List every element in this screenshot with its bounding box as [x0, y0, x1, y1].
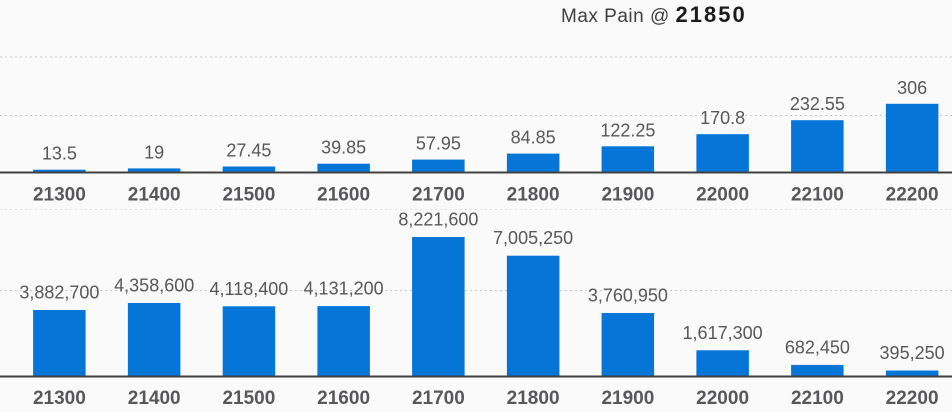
svg-text:22100: 22100	[791, 388, 844, 409]
svg-text:4,358,600: 4,358,600	[114, 276, 194, 296]
svg-text:21400: 21400	[128, 388, 181, 409]
svg-text:21800: 21800	[507, 184, 560, 205]
svg-text:84.85: 84.85	[511, 128, 556, 148]
svg-text:21600: 21600	[317, 388, 370, 409]
svg-text:39.85: 39.85	[321, 138, 366, 158]
svg-text:21600: 21600	[317, 184, 370, 205]
svg-text:7,005,250: 7,005,250	[493, 228, 573, 248]
svg-text:21500: 21500	[222, 184, 275, 205]
svg-text:21800: 21800	[507, 388, 560, 409]
svg-text:19: 19	[144, 142, 164, 162]
svg-text:22100: 22100	[791, 184, 844, 205]
svg-text:22200: 22200	[886, 184, 939, 205]
svg-text:232.55: 232.55	[790, 94, 845, 114]
svg-text:21700: 21700	[412, 184, 465, 205]
svg-text:27.45: 27.45	[226, 141, 271, 161]
svg-text:682,450: 682,450	[785, 337, 850, 357]
svg-text:21300: 21300	[33, 184, 86, 205]
svg-text:395,250: 395,250	[880, 343, 945, 363]
svg-text:3,882,700: 3,882,700	[19, 283, 99, 303]
svg-text:22200: 22200	[886, 388, 939, 409]
svg-text:21900: 21900	[601, 184, 654, 205]
svg-text:13.5: 13.5	[42, 144, 77, 164]
svg-text:22000: 22000	[696, 184, 749, 205]
svg-text:3,760,950: 3,760,950	[588, 286, 668, 306]
svg-text:8,221,600: 8,221,600	[398, 210, 478, 230]
svg-text:4,131,200: 4,131,200	[304, 279, 384, 299]
svg-text:21400: 21400	[128, 184, 181, 205]
svg-text:4,118,400: 4,118,400	[210, 279, 289, 299]
svg-text:306: 306	[897, 78, 927, 98]
svg-text:21300: 21300	[33, 388, 86, 409]
svg-text:21900: 21900	[601, 388, 654, 409]
svg-text:22000: 22000	[696, 388, 749, 409]
svg-text:Max Pain @ 21850: Max Pain @ 21850	[561, 2, 747, 27]
svg-text:170.8: 170.8	[700, 108, 745, 128]
svg-text:21700: 21700	[412, 388, 465, 409]
svg-text:21500: 21500	[222, 388, 275, 409]
svg-text:57.95: 57.95	[416, 134, 461, 154]
svg-text:1,617,300: 1,617,300	[683, 323, 763, 343]
svg-text:122.25: 122.25	[600, 120, 655, 140]
